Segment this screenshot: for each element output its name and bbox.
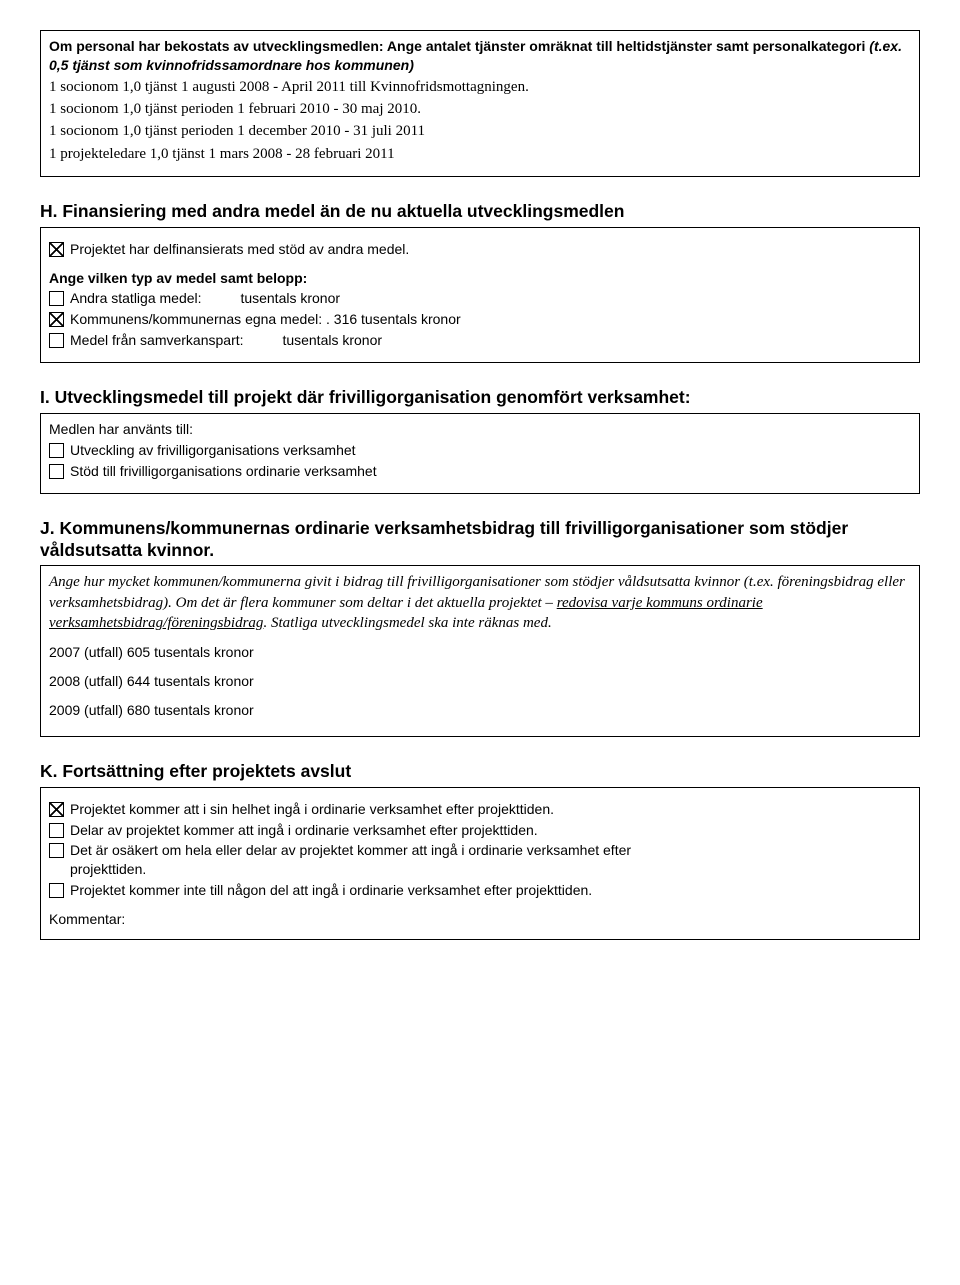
label-k-opt1: Projektet kommer att i sin helhet ingå i…: [70, 800, 554, 819]
label-statliga-text: Andra statliga medel:: [70, 290, 202, 306]
j-2009: 2009 (utfall) 680 tusentals kronor: [49, 701, 911, 720]
box-personal: Om personal har bekostats av utvecklings…: [40, 30, 920, 177]
row-k-opt1: Projektet kommer att i sin helhet ingå i…: [49, 800, 911, 819]
row-kommun-medel: Kommunens/kommunernas egna medel: . 316 …: [49, 310, 911, 329]
j-italic-p1: Ange hur mycket kommunen/kommunerna givi…: [49, 574, 905, 610]
checkbox-i-opt2[interactable]: [49, 464, 64, 479]
label-delfinansierats: Projektet har delfinansierats med stöd a…: [70, 240, 409, 259]
label-i-opt1: Utveckling av frivilligorganisations ver…: [70, 441, 356, 460]
personal-line-3: 1 socionom 1,0 tjänst perioden 1 decembe…: [49, 121, 911, 141]
j-italic-p2: . Statliga utvecklingsmedel ska inte räk…: [263, 615, 551, 631]
k-comment-label: Kommentar:: [49, 910, 911, 929]
section-j-italic: Ange hur mycket kommunen/kommunerna givi…: [49, 572, 911, 633]
checkbox-k-opt2[interactable]: [49, 823, 64, 838]
personal-line-4: 1 projekteledare 1,0 tjänst 1 mars 2008 …: [49, 144, 911, 164]
row-i-opt1: Utveckling av frivilligorganisations ver…: [49, 441, 911, 460]
row-k-opt2: Delar av projektet kommer att ingå i ord…: [49, 821, 911, 840]
row-statliga-medel: Andra statliga medel: tusentals kronor: [49, 289, 911, 308]
sub-heading-h: Ange vilken typ av medel samt belopp:: [49, 269, 911, 288]
checkbox-delfinansierats[interactable]: [49, 242, 64, 257]
personal-intro-bold: Om personal har bekostats av utvecklings…: [49, 38, 869, 54]
label-k-opt3: Det är osäkert om hela eller delar av pr…: [70, 841, 631, 879]
label-k-opt2: Delar av projektet kommer att ingå i ord…: [70, 821, 538, 840]
j-2008: 2008 (utfall) 644 tusentals kronor: [49, 672, 911, 691]
checkbox-k-opt4[interactable]: [49, 883, 64, 898]
personal-line-2: 1 socionom 1,0 tjänst perioden 1 februar…: [49, 99, 911, 119]
label-k-opt3b: projekttiden.: [70, 861, 146, 877]
label-k-opt4: Projektet kommer inte till någon del att…: [70, 881, 592, 900]
row-h-delfinansierats: Projektet har delfinansierats med stöd a…: [49, 240, 911, 259]
personal-intro: Om personal har bekostats av utvecklings…: [49, 37, 911, 75]
box-section-j: Ange hur mycket kommunen/kommunerna givi…: [40, 565, 920, 736]
box-section-k: Projektet kommer att i sin helhet ingå i…: [40, 787, 920, 940]
section-k-heading: K. Fortsättning efter projektets avslut: [40, 761, 920, 783]
row-k-opt3: Det är osäkert om hela eller delar av pr…: [49, 841, 911, 879]
label-k-opt3a: Det är osäkert om hela eller delar av pr…: [70, 842, 631, 858]
label-i-opt2: Stöd till frivilligorganisations ordinar…: [70, 462, 377, 481]
section-j-heading: J. Kommunens/kommunernas ordinarie verks…: [40, 518, 920, 562]
checkbox-i-opt1[interactable]: [49, 443, 64, 458]
label-samverkan-text: Medel från samverkanspart:: [70, 332, 244, 348]
value-statliga: tusentals kronor: [240, 290, 340, 306]
checkbox-k-opt1[interactable]: [49, 802, 64, 817]
checkbox-k-opt3[interactable]: [49, 843, 64, 858]
checkbox-kommun-medel[interactable]: [49, 312, 64, 327]
label-samverkan-medel: Medel från samverkanspart: tusentals kro…: [70, 331, 382, 350]
personal-line-1: 1 socionom 1,0 tjänst 1 augusti 2008 - A…: [49, 77, 911, 97]
row-i-opt2: Stöd till frivilligorganisations ordinar…: [49, 462, 911, 481]
section-h-heading: H. Finansiering med andra medel än de nu…: [40, 201, 920, 223]
label-statliga-medel: Andra statliga medel: tusentals kronor: [70, 289, 340, 308]
j-2007: 2007 (utfall) 605 tusentals kronor: [49, 643, 911, 662]
value-samverkan: tusentals kronor: [282, 332, 382, 348]
row-samverkan-medel: Medel från samverkanspart: tusentals kro…: [49, 331, 911, 350]
section-i-intro: Medlen har använts till:: [49, 420, 911, 439]
checkbox-statliga-medel[interactable]: [49, 291, 64, 306]
row-k-opt4: Projektet kommer inte till någon del att…: [49, 881, 911, 900]
section-i-heading: I. Utvecklingsmedel till projekt där fri…: [40, 387, 920, 409]
label-kommun-medel: Kommunens/kommunernas egna medel: . 316 …: [70, 310, 461, 329]
box-section-h: Projektet har delfinansierats med stöd a…: [40, 227, 920, 363]
checkbox-samverkan-medel[interactable]: [49, 333, 64, 348]
box-section-i: Medlen har använts till: Utveckling av f…: [40, 413, 920, 494]
